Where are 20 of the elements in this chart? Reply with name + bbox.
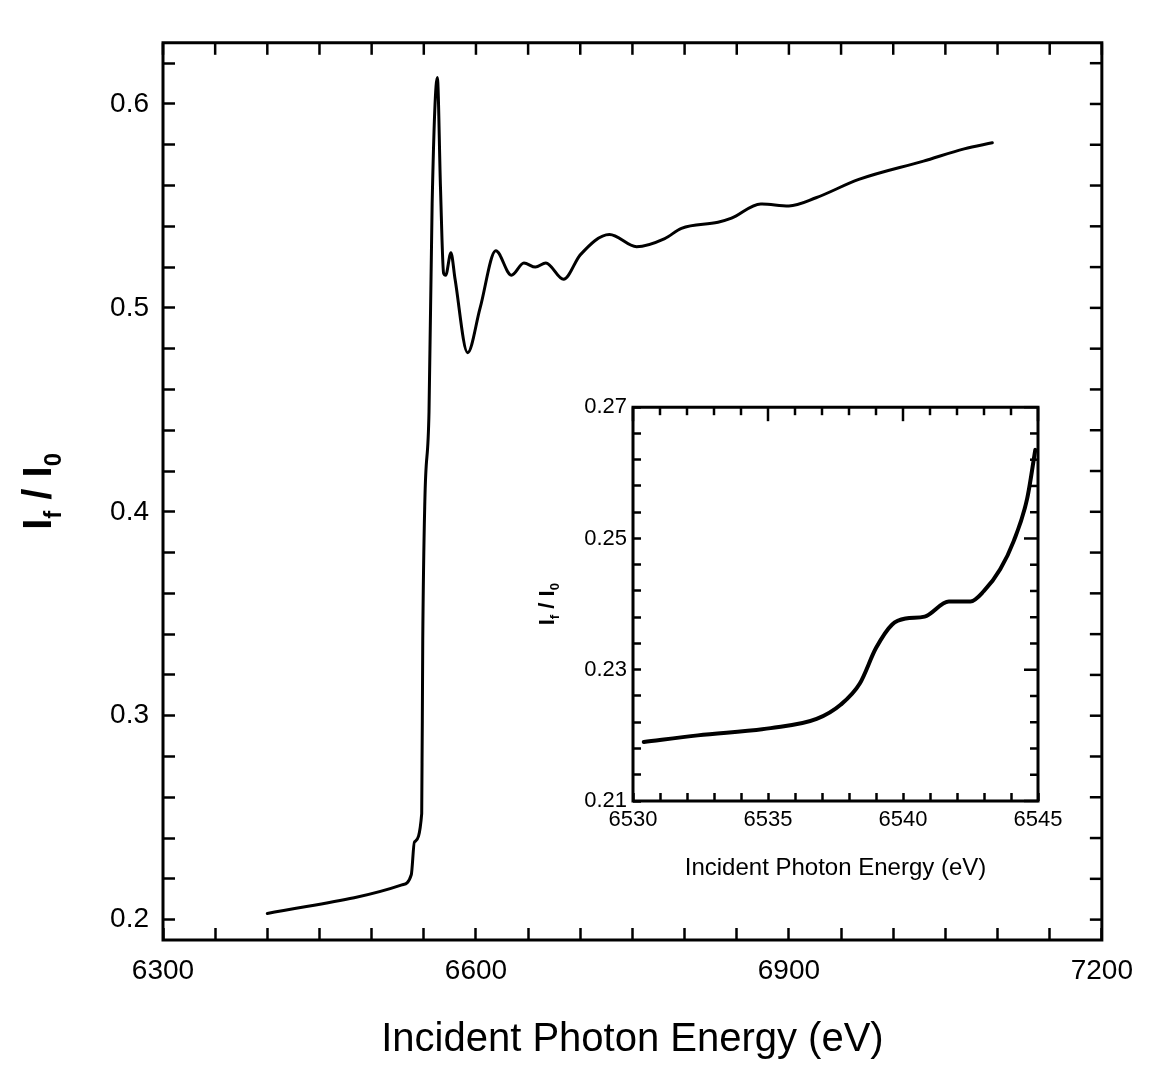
x-tick-label: 7200 (1070, 953, 1133, 985)
y-tick-label: 0.3 (110, 698, 149, 730)
y-tick-label: 0.5 (110, 290, 149, 322)
x-tick-label: 6300 (131, 953, 195, 985)
y-tick-label: 0.23 (584, 655, 627, 681)
x-tick-label: 6535 (743, 806, 793, 832)
y-tick-label: 0.4 (110, 494, 149, 526)
x-tick-label: 6900 (757, 953, 821, 985)
x-tick-label: 6530 (608, 806, 658, 832)
y-tick-label: 0.27 (584, 393, 627, 419)
y-axis-title: If / I0 (534, 582, 563, 626)
x-tick-label: 6545 (1013, 806, 1063, 832)
x-axis-title: Incident Photon Energy (eV) (381, 1015, 884, 1060)
y-tick-label: 0.6 (110, 86, 149, 118)
x-tick-label: 6600 (444, 953, 508, 985)
y-tick-label: 0.25 (584, 524, 627, 550)
y-axis-title: If / I0 (15, 452, 66, 530)
x-axis-title: Incident Photon Energy (eV) (684, 852, 987, 880)
x-tick-label: 6540 (878, 806, 928, 832)
y-tick-label: 0.2 (110, 902, 149, 934)
